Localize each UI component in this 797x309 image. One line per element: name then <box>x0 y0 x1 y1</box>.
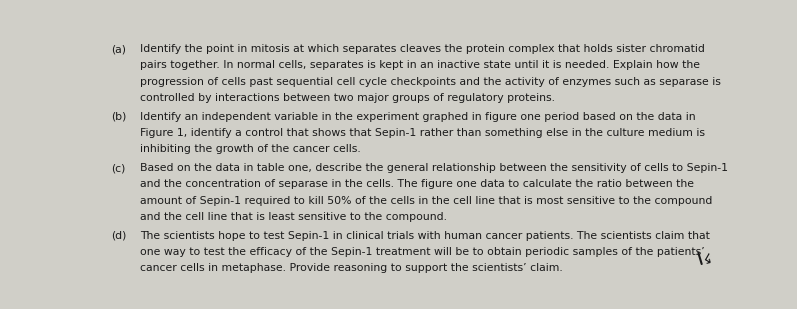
Text: cancer cells in metaphase. Provide reasoning to support the scientists’ claim.: cancer cells in metaphase. Provide reaso… <box>139 263 563 273</box>
Text: The scientists hope to test Sepin-1 in clinical trials with human cancer patient: The scientists hope to test Sepin-1 in c… <box>139 231 709 241</box>
Text: progression of cells past sequential cell cycle checkpoints and the activity of : progression of cells past sequential cel… <box>139 77 720 87</box>
Text: and the concentration of separase in the cells. The figure one data to calculate: and the concentration of separase in the… <box>139 179 693 189</box>
Text: (c): (c) <box>111 163 125 173</box>
Text: controlled by interactions between two major groups of regulatory proteins.: controlled by interactions between two m… <box>139 93 555 103</box>
Text: one way to test the efficacy of the Sepin-1 treatment will be to obtain periodic: one way to test the efficacy of the Sepi… <box>139 247 705 257</box>
Text: (b): (b) <box>111 112 126 122</box>
Text: amount of Sepin-1 required to kill 50% of the cells in the cell line that is mos: amount of Sepin-1 required to kill 50% o… <box>139 196 713 205</box>
Text: pairs together. In normal cells, separates is kept in an inactive state until it: pairs together. In normal cells, separat… <box>139 60 700 70</box>
Text: (d): (d) <box>111 231 126 241</box>
Text: inhibiting the growth of the cancer cells.: inhibiting the growth of the cancer cell… <box>139 144 360 154</box>
Text: Identify the point in mitosis at which separates cleaves the protein complex tha: Identify the point in mitosis at which s… <box>139 44 705 54</box>
Text: Based on the data in table one, describe the general relationship between the se: Based on the data in table one, describe… <box>139 163 728 173</box>
Text: ↳: ↳ <box>697 252 715 270</box>
Text: Figure 1, identify a control that shows that Sepin-1 rather than something else : Figure 1, identify a control that shows … <box>139 128 705 138</box>
Text: (a): (a) <box>111 44 126 54</box>
Text: and the cell line that is least sensitive to the compound.: and the cell line that is least sensitiv… <box>139 212 447 222</box>
Text: Identify an independent variable in the experiment graphed in figure one period : Identify an independent variable in the … <box>139 112 696 122</box>
